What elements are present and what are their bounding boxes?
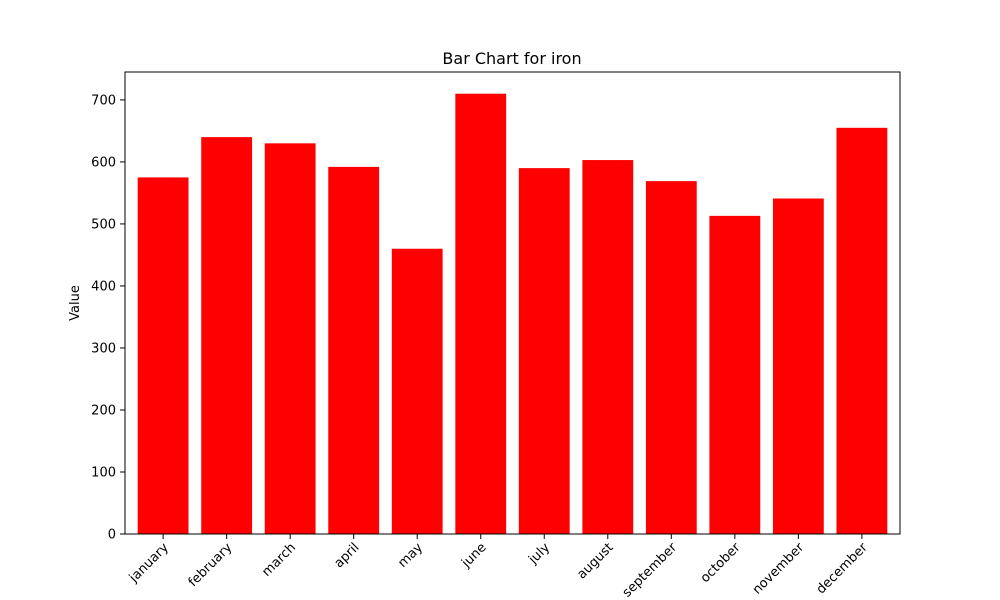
x-tick-label: november: [750, 540, 808, 598]
x-tick-label: april: [332, 540, 363, 571]
y-tick-label: 300: [91, 341, 116, 356]
bar-may: [391, 248, 443, 535]
y-tick-label: 500: [91, 217, 116, 232]
bar-december: [836, 127, 888, 534]
x-tick-label: july: [525, 540, 553, 568]
bar-april: [328, 166, 380, 534]
y-tick-label: 400: [91, 279, 116, 294]
y-tick-label: 600: [91, 155, 116, 170]
x-tick-label: february: [186, 540, 236, 590]
x-tick-label: august: [574, 540, 616, 582]
x-axis-ticks: january february march april may june july augu…: [126, 534, 871, 600]
x-tick-label: march: [259, 540, 299, 580]
bar-july: [518, 168, 570, 534]
bar-january: [137, 177, 189, 535]
y-axis-ticks: 0 100 200 300 400 500 600 700: [91, 93, 125, 543]
bar-march: [264, 143, 316, 534]
bar-october: [709, 215, 761, 534]
x-tick-label: may: [395, 540, 426, 571]
x-tick-label: june: [458, 540, 489, 571]
plot-frame: [124, 71, 901, 535]
y-tick-label: 700: [91, 93, 116, 108]
bar-november: [772, 198, 824, 534]
bar-february: [201, 137, 253, 535]
y-tick-label: 200: [91, 403, 116, 418]
x-tick-label: january: [126, 540, 172, 586]
x-tick-label: september: [620, 540, 681, 600]
y-tick-label: 100: [91, 465, 116, 480]
bar-june: [455, 93, 507, 534]
y-axis-label: Value: [68, 285, 83, 321]
chart-title: Bar Chart for iron: [442, 49, 581, 68]
x-tick-label: december: [814, 540, 871, 597]
bar-august: [582, 160, 634, 534]
x-tick-label: october: [698, 540, 744, 586]
bars-group: [137, 93, 888, 535]
bar-september: [645, 181, 697, 534]
y-tick-label: 0: [108, 528, 116, 543]
